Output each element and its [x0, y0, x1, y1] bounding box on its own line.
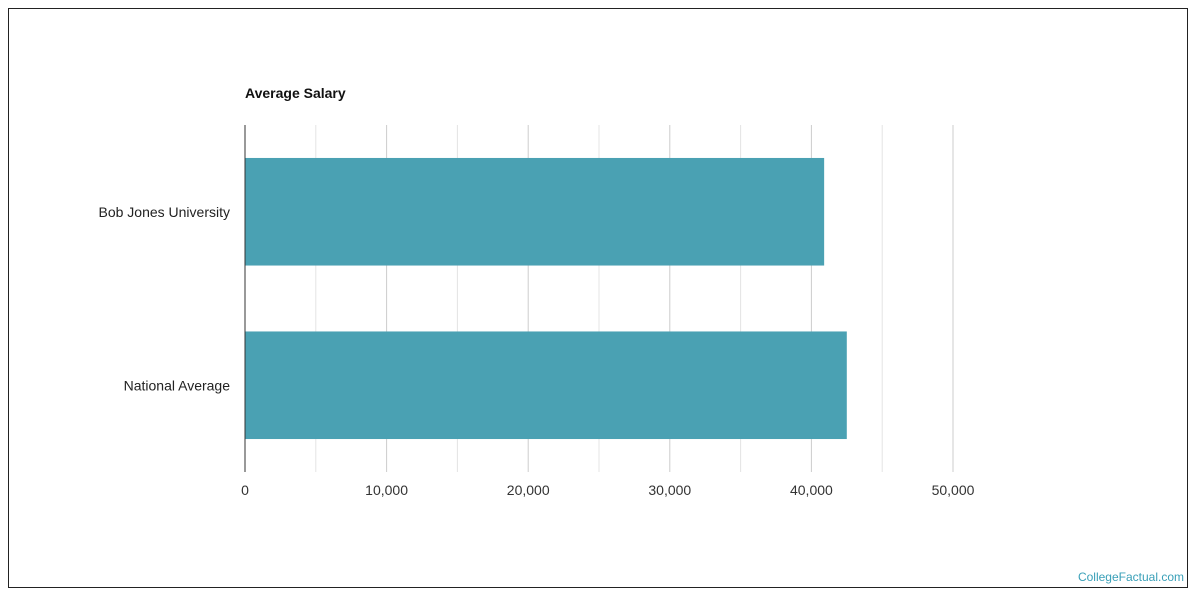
- chart-frame: [8, 8, 1188, 588]
- category-label: National Average: [124, 377, 231, 393]
- x-tick-label: 30,000: [648, 482, 691, 498]
- x-tick-label: 20,000: [507, 482, 550, 498]
- category-label: Bob Jones University: [98, 204, 230, 220]
- labels: Bob Jones University National Average 0 10,…: [98, 204, 974, 498]
- bar-0[interactable]: [245, 157, 825, 266]
- bar-1[interactable]: [245, 331, 847, 440]
- watermark-link[interactable]: CollegeFactual.com: [1077, 570, 1184, 584]
- x-tick-label: 0: [241, 482, 249, 498]
- chart-title: Average Salary: [245, 85, 346, 101]
- x-tick-label: 40,000: [790, 482, 833, 498]
- x-tick-label: 10,000: [365, 482, 408, 498]
- x-tick-label: 50,000: [932, 482, 975, 498]
- bars: [245, 157, 847, 440]
